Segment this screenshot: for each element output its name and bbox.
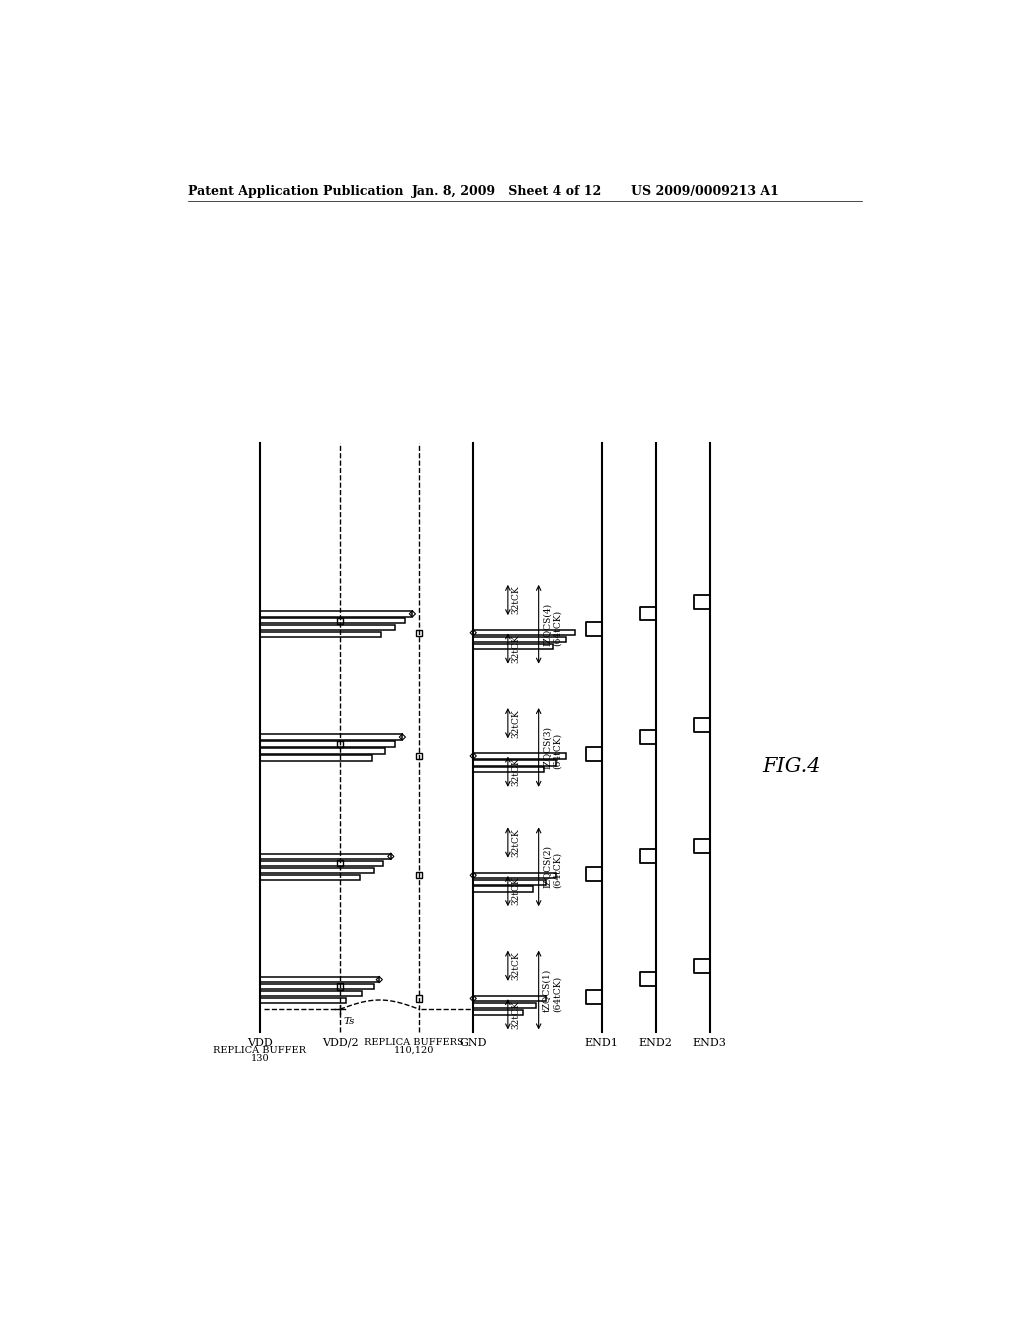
- Text: 32tCK: 32tCK: [512, 634, 521, 663]
- Bar: [473, 879, 547, 884]
- Bar: [473, 638, 565, 643]
- Text: 32tCK: 32tCK: [512, 709, 521, 738]
- Text: 130: 130: [251, 1053, 269, 1063]
- Text: Ts: Ts: [344, 1016, 355, 1026]
- Text: END1: END1: [585, 1038, 618, 1048]
- Text: IZQCS(4)
(64tCK): IZQCS(4) (64tCK): [543, 603, 562, 645]
- Bar: [260, 742, 394, 747]
- Bar: [260, 977, 379, 982]
- Bar: [473, 760, 556, 766]
- Text: VDD/2: VDD/2: [322, 1038, 358, 1048]
- Text: 32tCK: 32tCK: [512, 952, 521, 981]
- Text: IZQCS(2)
(64tCK): IZQCS(2) (64tCK): [543, 845, 562, 888]
- Bar: [260, 755, 372, 760]
- Bar: [260, 998, 346, 1003]
- Text: REPLICA BUFFERS: REPLICA BUFFERS: [365, 1038, 464, 1047]
- Text: US 2009/0009213 A1: US 2009/0009213 A1: [631, 185, 779, 198]
- Text: Patent Application Publication: Patent Application Publication: [188, 185, 403, 198]
- Bar: [473, 644, 553, 649]
- Bar: [260, 875, 360, 880]
- Bar: [260, 632, 381, 638]
- Bar: [337, 861, 343, 866]
- Bar: [260, 861, 383, 866]
- Text: 32tCK: 32tCK: [512, 758, 521, 787]
- Bar: [416, 630, 422, 636]
- Bar: [473, 767, 544, 772]
- Text: END2: END2: [639, 1038, 673, 1048]
- Text: 32tCK: 32tCK: [512, 586, 521, 614]
- Bar: [473, 630, 574, 635]
- Bar: [337, 741, 343, 747]
- Text: 110,120: 110,120: [394, 1045, 434, 1055]
- Bar: [260, 618, 404, 623]
- Text: END3: END3: [692, 1038, 727, 1048]
- Bar: [260, 611, 413, 616]
- Bar: [416, 752, 422, 759]
- Text: IZQCS(3)
(64tCK): IZQCS(3) (64tCK): [543, 726, 562, 770]
- Bar: [337, 983, 343, 990]
- Text: Jan. 8, 2009   Sheet 4 of 12: Jan. 8, 2009 Sheet 4 of 12: [412, 185, 602, 198]
- Bar: [260, 748, 385, 754]
- Text: GND: GND: [460, 1038, 487, 1048]
- Bar: [260, 734, 402, 739]
- Text: 32tCK: 32tCK: [512, 999, 521, 1028]
- Bar: [337, 618, 343, 624]
- Bar: [260, 854, 391, 859]
- Bar: [260, 983, 374, 989]
- Text: FIG.4: FIG.4: [762, 758, 820, 776]
- Bar: [260, 867, 374, 873]
- Bar: [473, 1010, 523, 1015]
- Bar: [473, 887, 534, 892]
- Bar: [473, 754, 565, 759]
- Text: tZQCS(1)
(64tCK): tZQCS(1) (64tCK): [543, 969, 562, 1011]
- Bar: [473, 995, 547, 1001]
- Bar: [416, 873, 422, 878]
- Bar: [260, 626, 394, 631]
- Text: VDD: VDD: [247, 1038, 272, 1048]
- Bar: [260, 991, 361, 997]
- Bar: [473, 873, 556, 878]
- Bar: [416, 995, 422, 1002]
- Text: 32tCK: 32tCK: [512, 828, 521, 857]
- Text: 32tCK: 32tCK: [512, 876, 521, 906]
- Text: REPLICA BUFFER: REPLICA BUFFER: [213, 1047, 306, 1055]
- Bar: [473, 1003, 537, 1008]
